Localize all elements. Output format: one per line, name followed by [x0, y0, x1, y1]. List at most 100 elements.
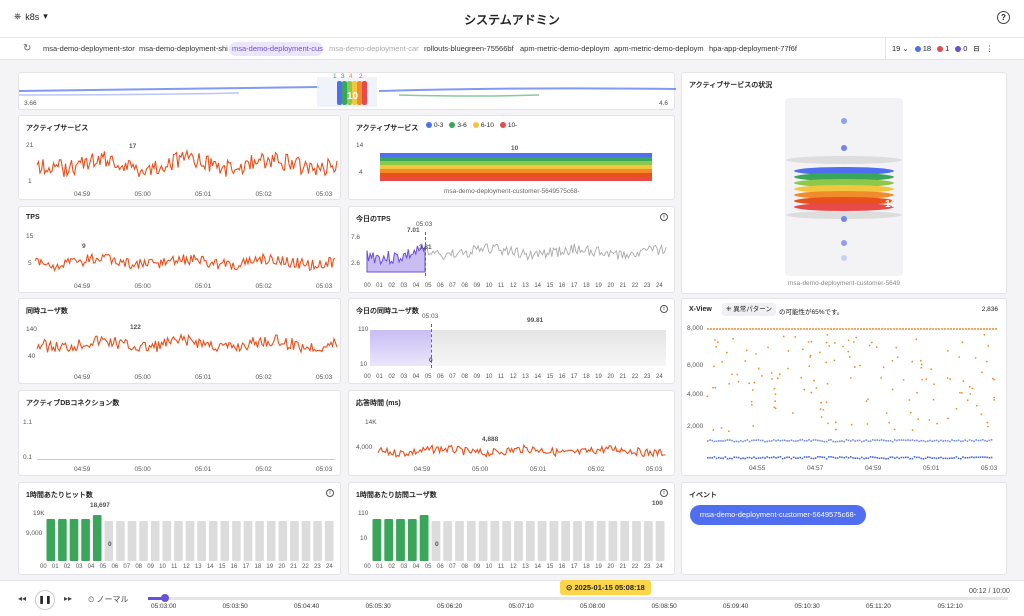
- strip-label: 2: [359, 73, 363, 80]
- info-icon[interactable]: i: [660, 305, 668, 313]
- tab-deployment[interactable]: apm-metric-demo-deployme: [520, 44, 610, 53]
- strip-label: 4: [349, 73, 353, 80]
- rewind-icon[interactable]: ◂◂: [18, 594, 27, 603]
- x-tick: 05:02: [255, 374, 272, 381]
- response-time-panel: 応答時間 (ms) 14K 4,000 4,888 04:59 05:00 05:0…: [348, 390, 675, 476]
- xview-scatter[interactable]: [706, 326, 997, 461]
- peak-label: 9: [82, 243, 86, 250]
- tab-count[interactable]: 19 ⌄: [892, 44, 909, 53]
- scatter-point: [770, 372, 773, 374]
- zero-label: 0: [435, 541, 439, 548]
- help-icon[interactable]: ?: [997, 11, 1010, 24]
- x-tick: 14: [534, 283, 542, 289]
- x-tick: 06: [437, 374, 444, 380]
- x-tick: 21: [619, 374, 627, 380]
- scatter-point: [855, 336, 858, 339]
- scatter-point: [891, 388, 894, 391]
- tab-deployment[interactable]: rollouts-bluegreen-75566bf: [424, 44, 514, 53]
- tab-deployment[interactable]: msa-demo-deployment-ship: [139, 44, 228, 53]
- x-tick: 00: [364, 374, 371, 380]
- panel-title: TPS: [26, 214, 40, 221]
- scatter-point: [902, 378, 905, 381]
- anomaly-badge[interactable]: ⁜ 異常パターン: [722, 303, 776, 316]
- x-tick: 09: [147, 564, 154, 570]
- scatter-point: [867, 398, 869, 401]
- tab-deployment[interactable]: apm-metric-demo-deployme: [614, 44, 704, 53]
- scatter-point: [782, 335, 785, 338]
- strip-label: 3: [341, 73, 345, 80]
- scatter-point: [774, 407, 777, 410]
- event-item[interactable]: msa-demo-deployment-customer-5649575c68-: [690, 505, 866, 525]
- forward-icon[interactable]: ▸▸: [64, 594, 73, 603]
- x-tick: 22: [631, 283, 639, 289]
- x-tick: 05:01: [923, 465, 940, 472]
- x-tick: 01: [376, 374, 383, 380]
- tab-deployment-active[interactable]: msa-demo-deployment-cus: [229, 42, 323, 56]
- x-tick: 05: [424, 283, 432, 289]
- scatter-point: [947, 417, 949, 420]
- hour-bar: [584, 521, 594, 561]
- hour-bar: [243, 521, 253, 561]
- layout-icon[interactable]: ⊟: [973, 44, 980, 53]
- hour-bar: [490, 521, 500, 561]
- concurrent-users-panel: 同時ユーザ数 140 40 122 04:59 05:00 05:01 05:02 05…: [18, 298, 341, 384]
- scatter-point: [736, 373, 739, 376]
- timeline-track[interactable]: [148, 597, 1008, 600]
- active-service-status-panel: アクティブサービスの状況 10 msa-demo-deployment-cust…: [681, 72, 1007, 294]
- tab-deployment[interactable]: hpa-app-deployment-77f6f: [709, 44, 797, 53]
- x-tick: 03: [400, 564, 408, 570]
- scatter-point: [750, 400, 753, 403]
- x-tick: 16: [230, 564, 238, 570]
- timeline-handle[interactable]: [161, 594, 169, 602]
- strip-right-value: 4.6: [658, 100, 668, 107]
- x-tick: 04:59: [74, 283, 91, 290]
- scatter-point: [859, 364, 861, 367]
- x-tick: 05:01: [195, 191, 212, 198]
- cluster-selector[interactable]: ⎈ k8s ▾: [14, 11, 48, 22]
- scatter-point: [908, 399, 911, 401]
- x-tick: 04:59: [865, 465, 882, 472]
- x-tick: 05:00: [134, 466, 151, 473]
- hour-bar: [655, 521, 665, 561]
- time-cursor[interactable]: [431, 324, 432, 368]
- scatter-point: [757, 367, 760, 370]
- info-icon[interactable]: i: [660, 489, 668, 497]
- pause-button[interactable]: ❚❚: [35, 590, 55, 610]
- tab-deployment[interactable]: msa-demo-deployment-cart: [329, 44, 419, 53]
- tps-line: [34, 252, 336, 272]
- hour-bar: [46, 519, 56, 561]
- info-icon[interactable]: i: [660, 213, 668, 221]
- scatter-point: [958, 356, 961, 358]
- db-connections-panel: アクティブDBコネクション数 1.1 0.1 04:59 05:00 05:01 05…: [18, 390, 341, 476]
- scatter-point: [760, 375, 763, 377]
- hour-bar: [104, 521, 114, 561]
- hour-bar: [255, 521, 264, 561]
- scatter-point: [752, 425, 755, 427]
- x-tick: 19: [595, 374, 602, 380]
- scatter-point: [896, 356, 899, 359]
- scatter-point: [891, 359, 894, 362]
- scatter-point: [925, 378, 928, 381]
- x-tick: 02: [388, 283, 396, 289]
- cursor-time: 05:03: [422, 313, 439, 320]
- speed-selector[interactable]: ⏲ ノーマル: [88, 595, 129, 604]
- x-tick: 13: [522, 283, 529, 289]
- hour-bar: [396, 519, 405, 561]
- refresh-icon[interactable]: ↻: [23, 43, 32, 54]
- x-tick: 05:00: [134, 191, 151, 198]
- x-tick: 20: [607, 283, 615, 289]
- more-icon[interactable]: ⋮: [985, 44, 994, 53]
- x-tick: 12: [510, 374, 517, 380]
- time-cursor[interactable]: [425, 232, 426, 276]
- panel-title: 1時間あたりヒット数: [26, 492, 93, 499]
- scatter-point: [720, 427, 723, 429]
- x-tick: 12: [510, 283, 517, 289]
- info-icon[interactable]: i: [326, 489, 334, 497]
- panel-title: X-View: [689, 306, 712, 313]
- tab-deployment[interactable]: msa-demo-deployment-stor: [43, 44, 135, 53]
- timeline-tick: 05:08:50: [651, 603, 677, 610]
- x-tick: 05:02: [255, 466, 272, 473]
- x-tick: 07: [449, 564, 456, 570]
- users-line: [36, 333, 338, 354]
- scatter-point: [961, 341, 964, 344]
